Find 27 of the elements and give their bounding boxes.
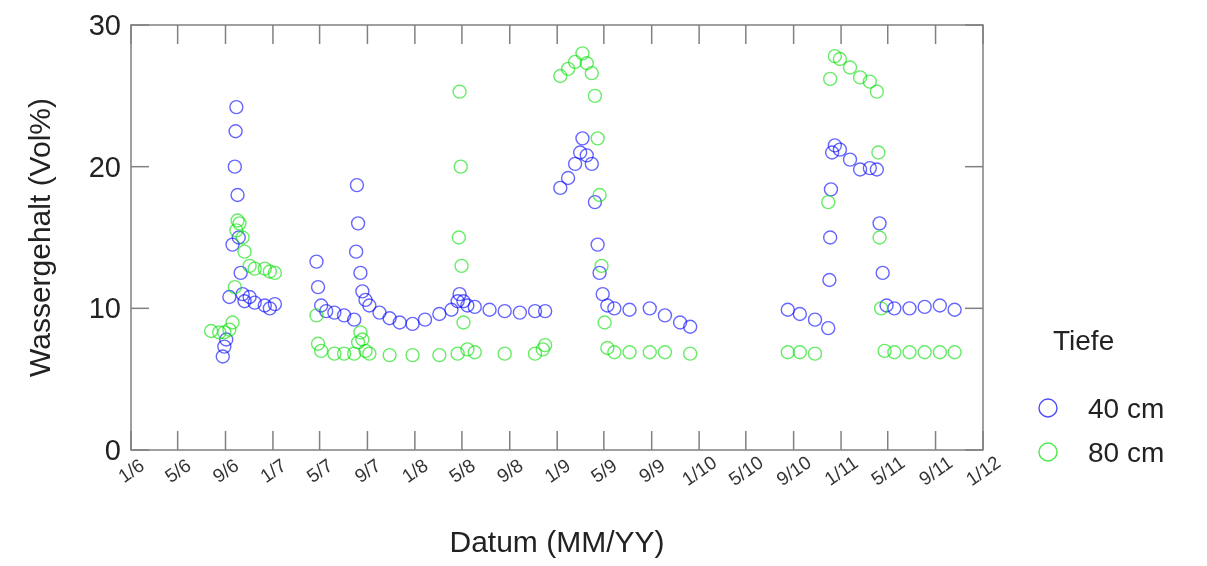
y-tick-label: 10 bbox=[88, 292, 121, 325]
x-tick-label: 1/11 bbox=[820, 451, 862, 490]
x-tick-label: 9/9 bbox=[634, 454, 669, 487]
x-tick-label: 1/12 bbox=[961, 451, 1005, 490]
x-tick-label: 5/10 bbox=[724, 451, 768, 490]
x-axis-title: Datum (MM/YY) bbox=[449, 525, 665, 558]
y-tick-label: 30 bbox=[88, 9, 121, 42]
x-tick-label: 5/8 bbox=[445, 454, 479, 487]
x-tick-label: 9/6 bbox=[208, 454, 243, 487]
x-tick-label: 5/9 bbox=[587, 454, 621, 487]
x-tick-label: 5/7 bbox=[302, 454, 337, 487]
x-tick-label: 5/11 bbox=[867, 451, 909, 490]
x-tick-label: 1/8 bbox=[398, 454, 432, 487]
legend-label: 80 cm bbox=[1088, 436, 1165, 468]
y-tick-label: 20 bbox=[88, 150, 121, 183]
x-tick-label: 9/11 bbox=[915, 451, 957, 490]
x-tick-label: 1/7 bbox=[256, 454, 290, 487]
x-tick-label: 9/7 bbox=[350, 454, 385, 487]
y-axis-title: Wassergehalt (Vol%) bbox=[23, 98, 56, 377]
y-tick-label: 0 bbox=[104, 434, 121, 467]
x-tick-label: 9/10 bbox=[772, 451, 815, 490]
x-tick-label: 9/8 bbox=[492, 454, 527, 487]
legend-title: Tiefe bbox=[1053, 325, 1115, 356]
x-tick-label: 5/6 bbox=[160, 454, 195, 487]
x-tick-label: 1/9 bbox=[540, 454, 575, 487]
legend-label: 40 cm bbox=[1088, 392, 1165, 424]
x-tick-label: 1/10 bbox=[678, 451, 721, 490]
